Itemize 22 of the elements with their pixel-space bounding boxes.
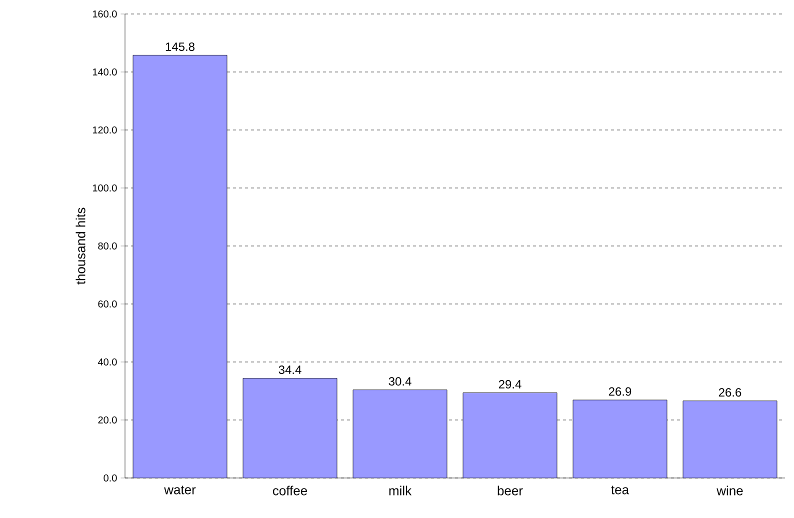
x-tick-label: water xyxy=(164,486,196,494)
x-tick-label: wine xyxy=(716,486,743,496)
y-tick-label: 160.0 xyxy=(92,10,117,18)
y-axis-title: thousand hits xyxy=(76,208,86,284)
data-label: 34.4 xyxy=(278,366,302,374)
y-tick-label: 80.0 xyxy=(98,242,117,250)
y-tick-label: 20.0 xyxy=(98,416,117,424)
data-label: 26.6 xyxy=(718,388,742,397)
x-tick-label: milk xyxy=(389,486,412,496)
y-tick-label: 60.0 xyxy=(98,300,117,308)
y-tick-label: 100.0 xyxy=(92,184,117,192)
x-tick-label: beer xyxy=(498,486,523,496)
y-tick-label: 40.0 xyxy=(98,358,117,366)
x-tick-label: coffee xyxy=(272,486,308,496)
y-tick-label: 0.0 xyxy=(104,474,117,482)
data-label: 26.9 xyxy=(608,387,632,396)
y-tick-label: 140.0 xyxy=(92,68,117,76)
y-tick-label: 120.0 xyxy=(92,126,117,134)
data-label: 145.8 xyxy=(166,42,194,51)
data-label: 29.4 xyxy=(498,380,522,389)
x-tick-label: tea xyxy=(611,486,630,494)
data-label: 30.4 xyxy=(388,377,412,386)
